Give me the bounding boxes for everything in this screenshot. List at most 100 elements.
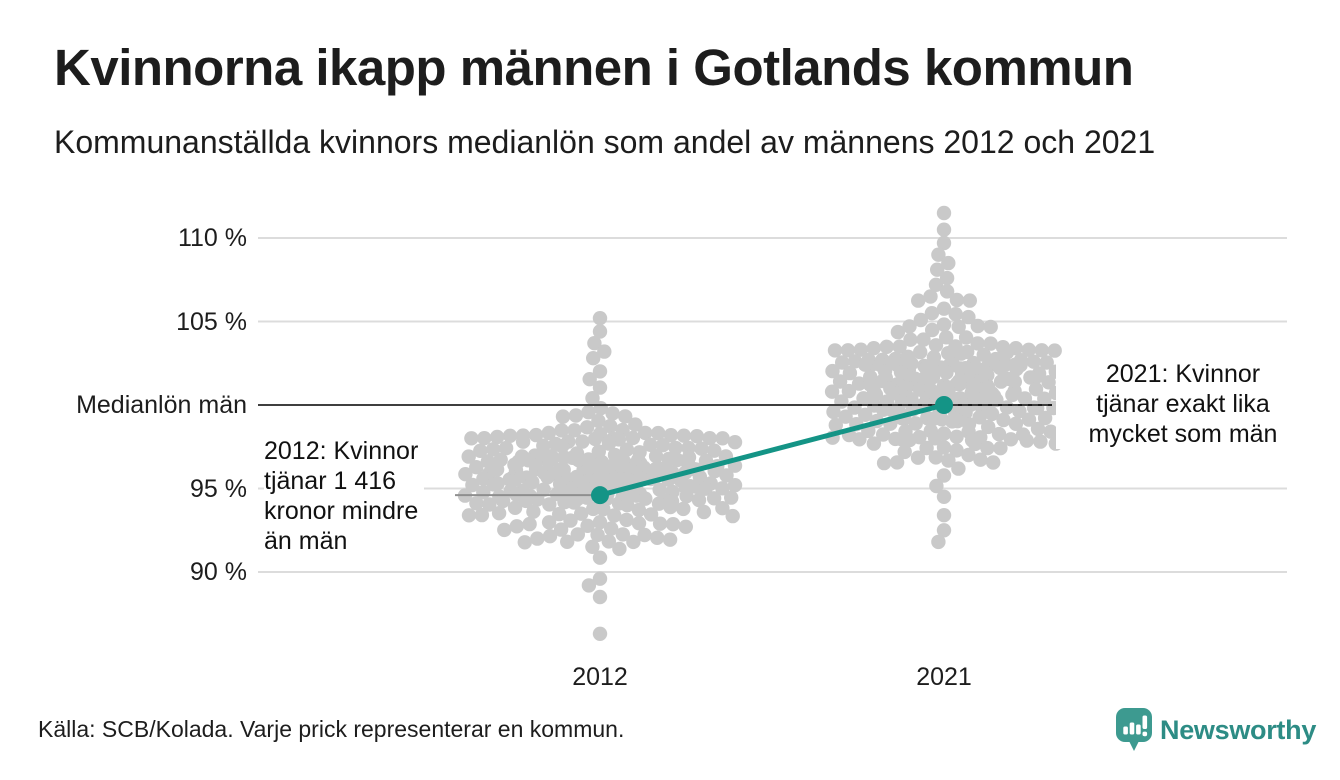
swarm-dot [993,374,1009,389]
swarm-dot [851,376,867,391]
swarm-dot [936,440,952,455]
swarm-dot [469,460,484,475]
swarm-dot [591,413,606,429]
swarm-dot [495,493,511,509]
swarm-dot [866,341,881,356]
swarm-dot [612,541,627,557]
swarm-dot [542,529,558,544]
swarm-dot [655,438,671,453]
swarm-dot [961,447,976,463]
source-note: Källa: SCB/Kolada. Varje prick represent… [38,716,625,742]
swarm-dot [842,365,858,381]
swarm-dot [663,428,679,443]
swarm-dot [541,425,556,441]
swarm-dot [916,332,931,347]
swarm-dot [585,391,600,406]
swarm-dot [968,436,983,452]
swarm-dot [707,443,722,458]
swarm-dot [858,357,873,372]
swarm-dot [596,501,611,517]
swarm-dot [482,497,497,512]
swarm-dot [1012,404,1027,419]
swarm-dot [554,423,569,438]
swarm-dot [597,344,612,359]
swarm-dot [566,495,582,510]
swarm-dot [1005,387,1020,403]
swarm-dot [983,336,998,351]
swarm-dot [936,317,952,332]
highlight-dot-2012 [591,486,609,505]
swarm-dot [939,365,954,380]
swarm-dot [497,522,512,538]
swarm-dot [620,498,635,513]
swarm-dot [970,336,985,351]
swarm-dot [638,491,653,506]
swarm-dot [592,324,608,339]
swarm-dot [668,440,683,456]
swarm-dot [841,383,857,399]
swarm-dot [853,342,869,357]
swarm-dot [541,515,557,530]
swarm-dot [540,470,555,485]
swarm-dot [941,453,956,468]
swarm-dot [828,417,843,433]
swarm-dot [509,519,524,534]
swarm-dot [1028,382,1044,397]
swarm-dot [1021,342,1036,357]
swarm-dot [902,319,917,334]
swarm-dot [615,527,630,542]
swarm-dot [876,455,892,471]
swarm-dot [575,434,590,449]
swarm-dot [936,301,952,316]
swarm-dot [929,478,944,494]
highlight-line [599,402,945,498]
swarm-dot [601,534,616,549]
swarm-dot [939,284,955,299]
swarm-dot [522,516,537,532]
swarm-dot [930,262,945,277]
swarm-dot [952,376,967,392]
swarm-dot [1026,354,1041,369]
swarm-dot [1017,391,1033,406]
swarm-dot [592,364,608,379]
swarm-dot [936,222,952,237]
swarm-dot [962,293,977,308]
swarm-dot [474,507,490,523]
swarm-dot [866,436,882,451]
swarm-dot [924,306,940,321]
swarm-dot [890,324,906,340]
y-tick-label: 110 % [177,224,247,252]
swarm-dot [553,522,569,537]
swarm-dot [473,443,488,458]
swarm-dot [507,500,523,515]
swarm-dot [691,492,707,508]
swarm-dot [986,455,1001,470]
y-tick-label: 95 % [190,474,247,503]
swarm-dot [625,430,641,446]
swarm-dot [652,516,668,531]
swarm-dot [517,535,532,550]
swarm-dot [981,419,996,435]
newsworthy-logo[interactable]: Newsworthy [1116,708,1316,752]
swarm-dot [628,417,643,432]
annotation-2021-line-3: mycket som män [1088,420,1278,448]
newsworthy-icon [1116,708,1152,751]
swarm-dot [638,425,653,441]
swarm-dot [931,247,946,262]
swarm-dot [876,427,891,442]
swarm-dot [984,406,1000,422]
highlight-dot-2021 [935,396,953,414]
swarm-dot [574,506,589,521]
swarm-dot [1039,355,1054,370]
swarm-dot [590,527,605,543]
swarm-dot [587,431,603,447]
swarm-dot [1037,410,1053,426]
swarm-dot [678,519,693,534]
swarm-dot [1034,343,1050,358]
swarm-dot [936,468,952,483]
swarm-dot [619,512,634,528]
swarm-dot [941,346,956,361]
swarm-dot [1041,375,1056,390]
